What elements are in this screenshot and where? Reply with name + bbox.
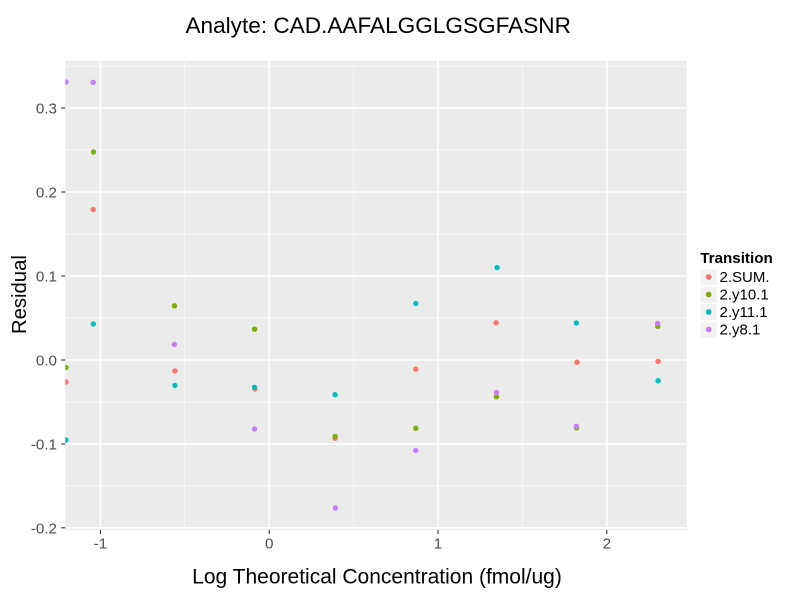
svg-text:Transition: Transition [700, 250, 773, 267]
svg-text:2.y8.1: 2.y8.1 [720, 322, 761, 339]
svg-text:0.2: 0.2 [36, 185, 57, 202]
svg-text:1: 1 [434, 536, 442, 553]
svg-text:2.y11.1: 2.y11.1 [720, 304, 768, 321]
svg-text:-0.1: -0.1 [31, 437, 57, 454]
svg-text:Residual: Residual [9, 255, 31, 334]
svg-text:2.y10.1: 2.y10.1 [720, 286, 769, 303]
svg-text:0.3: 0.3 [36, 101, 57, 118]
svg-text:0.1: 0.1 [36, 269, 57, 286]
svg-text:2.SUM.: 2.SUM. [720, 269, 770, 286]
svg-text:Analyte: CAD.AAFALGGLGSGFASNR: Analyte: CAD.AAFALGGLGSGFASNR [185, 13, 570, 38]
svg-text:0.0: 0.0 [36, 353, 57, 370]
svg-text:0: 0 [265, 536, 273, 553]
svg-text:2: 2 [603, 536, 611, 553]
svg-text:-0.2: -0.2 [31, 520, 57, 537]
svg-text:-1: -1 [94, 536, 108, 553]
svg-text:Log Theoretical Concentration: Log Theoretical Concentration (fmol/ug) [192, 566, 562, 589]
